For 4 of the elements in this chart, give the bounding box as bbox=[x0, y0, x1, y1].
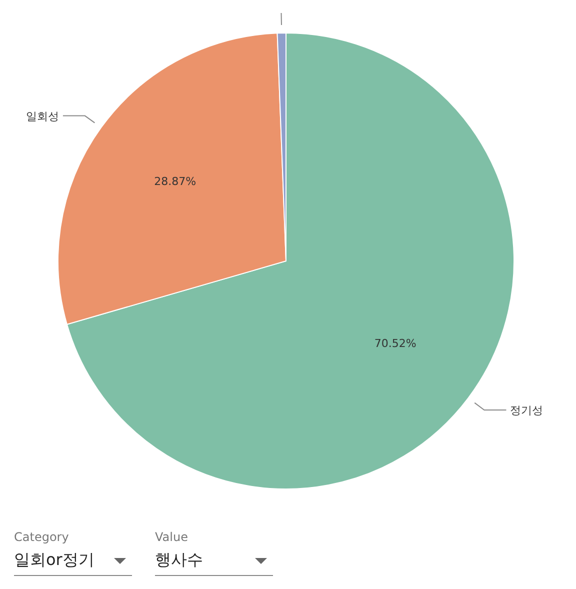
data-label: 70.52% bbox=[374, 337, 416, 350]
slice-label: 일회성 bbox=[26, 110, 59, 123]
data-label: 28.87% bbox=[154, 174, 196, 188]
slice-label: 정기성 bbox=[510, 404, 544, 418]
